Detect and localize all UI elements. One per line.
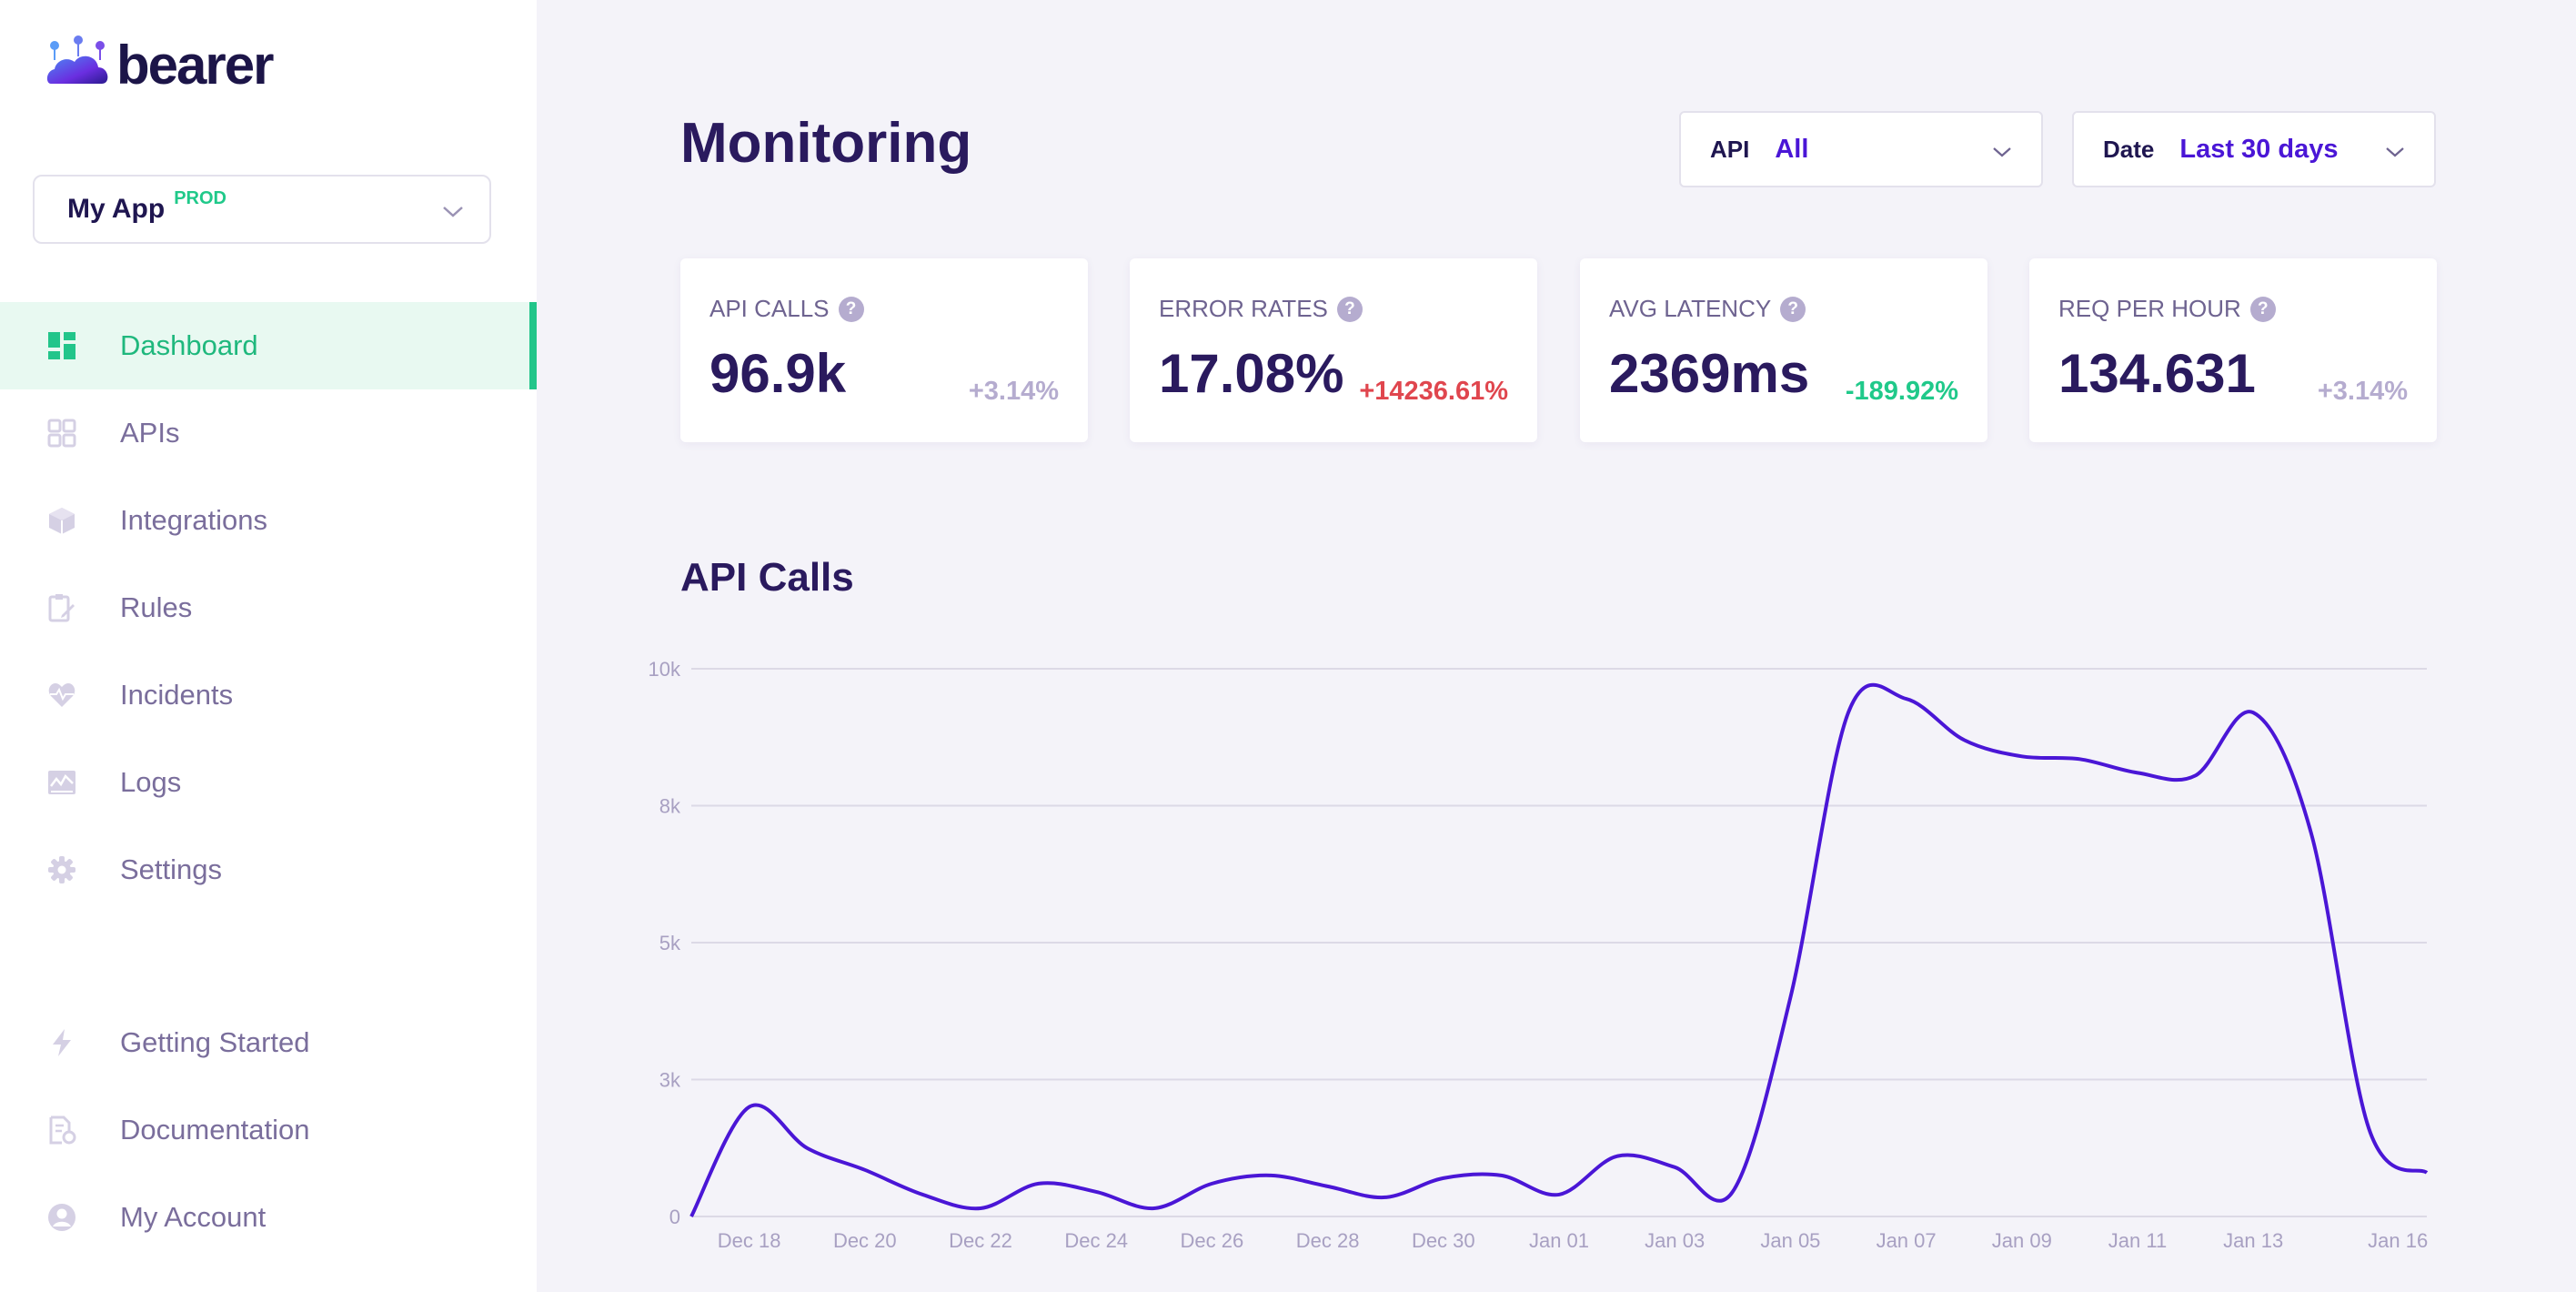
sidebar-item-label: Dashboard: [120, 329, 258, 361]
sidebar-item-my-account[interactable]: My Account: [0, 1174, 537, 1261]
x-tick-label: Jan 03: [1645, 1229, 1705, 1252]
chart-title: API Calls: [680, 555, 854, 600]
chevron-down-icon: [443, 207, 463, 217]
sidebar-item-label: Logs: [120, 766, 182, 798]
sidebar-item-integrations[interactable]: Integrations: [0, 477, 537, 564]
x-tick-label: Dec 22: [949, 1229, 1012, 1252]
sidebar-item-label: Settings: [120, 853, 223, 885]
series-line-api-calls: [689, 682, 2429, 1217]
sidebar-item-label: Documentation: [120, 1114, 310, 1146]
heartbeat-icon: [45, 679, 78, 712]
x-tick-label: Dec 28: [1296, 1229, 1360, 1252]
brand-name: bearer: [116, 34, 274, 96]
sidebar-item-apis[interactable]: APIs: [0, 389, 537, 477]
dashboard-icon: [45, 329, 78, 362]
stat-value: 17.08%: [1159, 343, 1344, 404]
stat-card-error-rates: ERROR RATES? 17.08% +14236.61%: [1130, 258, 1537, 442]
x-tick-label: Dec 18: [718, 1229, 781, 1252]
api-filter-value: All: [1775, 134, 1809, 164]
x-tick-label: Jan 01: [1529, 1229, 1589, 1252]
x-tick-label: Jan 07: [1877, 1229, 1937, 1252]
brand-logo[interactable]: bearer: [45, 33, 274, 96]
stat-label: ERROR RATES: [1159, 295, 1328, 322]
sidebar-item-label: Rules: [120, 591, 193, 623]
date-filter-label: Date: [2103, 135, 2155, 163]
documentation-icon: [45, 1114, 78, 1146]
chevron-down-icon: [2386, 147, 2404, 157]
x-tick-label: Jan 05: [1760, 1229, 1820, 1252]
stat-card-avg-latency: AVG LATENCY? 2369ms -189.92%: [1580, 258, 1987, 442]
x-tick-label: Jan 11: [2108, 1229, 2167, 1252]
x-tick-label: Dec 20: [833, 1229, 897, 1252]
date-filter-select[interactable]: Date Last 30 days: [2072, 111, 2436, 187]
y-tick-label: 0: [669, 1206, 680, 1228]
main-nav: Dashboard APIs Integrations Rules Incide…: [0, 302, 537, 913]
y-tick-label: 10k: [649, 658, 681, 681]
app-name: My App: [67, 194, 166, 224]
api-filter-select[interactable]: API All: [1679, 111, 2043, 187]
stat-value: 2369ms: [1609, 343, 1810, 404]
y-tick-label: 3k: [659, 1069, 681, 1092]
stat-delta: -189.92%: [1845, 377, 1958, 406]
sidebar-item-rules[interactable]: Rules: [0, 564, 537, 651]
gear-icon: [45, 853, 78, 886]
help-icon[interactable]: ?: [838, 296, 864, 322]
help-icon[interactable]: ?: [2249, 296, 2276, 322]
sidebar-item-documentation[interactable]: Documentation: [0, 1086, 537, 1174]
account-icon: [45, 1201, 78, 1234]
app-selector[interactable]: My App PROD: [33, 175, 491, 244]
chevron-down-icon: [1993, 147, 2011, 157]
help-icon[interactable]: ?: [1336, 296, 1363, 322]
page-title: Monitoring: [680, 112, 972, 175]
stat-delta: +14236.61%: [1359, 377, 1508, 406]
x-tick-label: Jan 13: [2223, 1229, 2283, 1252]
cube-icon: [45, 504, 78, 537]
stat-card-api-calls: API CALLS? 96.9k +3.14%: [680, 258, 1088, 442]
date-filter-value: Last 30 days: [2179, 134, 2339, 164]
stat-label: API CALLS: [709, 295, 830, 322]
sidebar-item-getting-started[interactable]: Getting Started: [0, 999, 537, 1086]
sidebar-item-logs[interactable]: Logs: [0, 739, 537, 826]
secondary-nav: Getting Started Documentation My Account: [0, 999, 537, 1261]
sidebar-item-dashboard[interactable]: Dashboard: [0, 302, 537, 389]
sidebar: bearer My App PROD Dashboard APIs Integr…: [0, 0, 537, 1292]
sidebar-item-label: My Account: [120, 1201, 267, 1233]
app-env-badge: PROD: [174, 187, 227, 208]
lightning-icon: [45, 1026, 78, 1059]
sidebar-item-label: APIs: [120, 417, 180, 449]
api-calls-chart: 0 3k 5k 8k 10k Dec 18 Dec 20 Dec 22 Dec 24 Dec 26…: [649, 658, 2429, 1252]
x-tick-label: Jan 09: [1992, 1229, 2052, 1252]
api-filter-label: API: [1710, 135, 1750, 163]
x-tick-label: Dec 30: [1412, 1229, 1475, 1252]
sidebar-item-settings[interactable]: Settings: [0, 826, 537, 913]
apis-icon: [45, 417, 78, 449]
logs-chart-icon: [45, 766, 78, 799]
sidebar-item-label: Incidents: [120, 679, 234, 711]
stat-delta: +3.14%: [968, 377, 1059, 406]
bearer-logo-icon: [46, 35, 108, 84]
stat-label: REQ PER HOUR: [2058, 295, 2241, 322]
y-tick-label: 5k: [659, 932, 681, 954]
help-icon[interactable]: ?: [1780, 296, 1806, 322]
sidebar-item-label: Getting Started: [120, 1026, 310, 1058]
stat-delta: +3.14%: [2317, 377, 2408, 406]
x-tick-label: Jan 16: [2368, 1229, 2428, 1252]
sidebar-item-label: Integrations: [120, 504, 267, 536]
stat-card-req-per-hour: REQ PER HOUR? 134.631 +3.14%: [2029, 258, 2437, 442]
x-tick-label: Dec 24: [1064, 1229, 1128, 1252]
y-tick-label: 8k: [659, 795, 681, 818]
x-tick-label: Dec 26: [1181, 1229, 1244, 1252]
stat-label: AVG LATENCY: [1609, 295, 1772, 322]
stat-value: 134.631: [2058, 343, 2256, 404]
rules-edit-icon: [45, 591, 78, 624]
sidebar-item-incidents[interactable]: Incidents: [0, 651, 537, 739]
stat-value: 96.9k: [709, 343, 847, 404]
